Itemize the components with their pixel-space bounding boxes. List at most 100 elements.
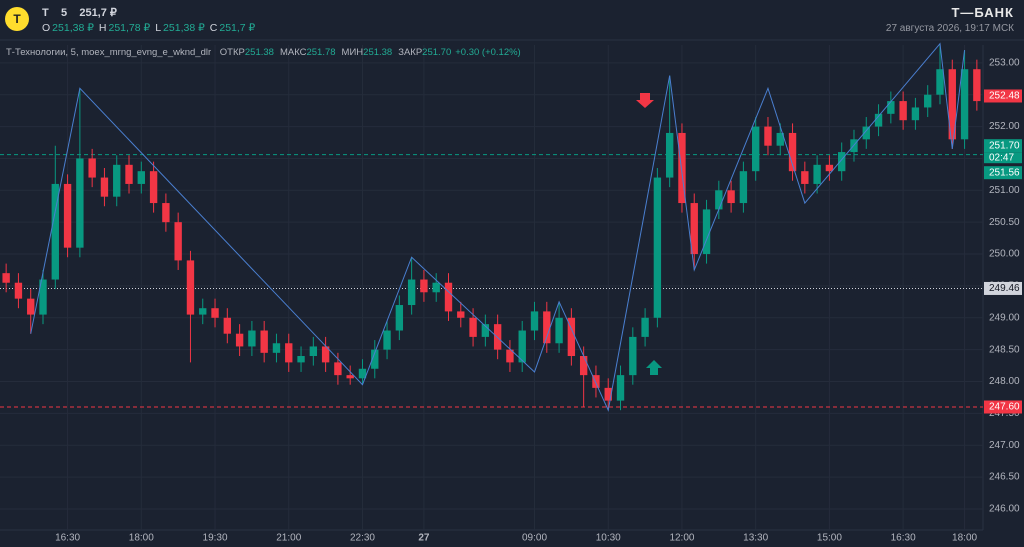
candle-body [334,362,342,376]
candle-body [63,183,72,248]
candle-body [457,311,465,318]
y-tick-label: 246.00 [989,504,1020,515]
candle-body [887,101,895,114]
x-tick-label: 21:00 [276,533,301,544]
ohlc-key: H [98,22,107,34]
candle-body [813,164,821,184]
candle-body [149,171,158,204]
candle-body [39,279,47,315]
candle-body [665,132,674,178]
candle-body [346,375,354,379]
stat-key: МИН [341,47,364,58]
ohlc-value: 251,7 ₽ [219,22,256,34]
stat-value: 251.70 [422,47,452,58]
instrument: Т-Технологии, 5, moex_mrng_evng_e_wknd_d… [6,47,212,58]
candle-body [727,190,735,204]
brand: Т—БАНК [951,5,1014,20]
candle-body [113,164,121,197]
y-tick-label: 247.50 [989,408,1020,419]
y-tick-label: 253.00 [989,57,1020,68]
candle-body [481,324,490,337]
price-label-box [984,139,1022,153]
candle-body [579,356,588,376]
price-label-box [984,89,1022,103]
candle-body [715,190,723,210]
candle-body [199,308,207,315]
y-tick-label: 248.50 [989,344,1020,355]
countdown: 02:47 [989,152,1014,163]
y-tick-label: 251.00 [989,185,1020,196]
candle-body [260,330,268,353]
datetime: 27 августа 2026, 19:17 МСК [885,23,1014,34]
x-tick-label: 18:00 [129,533,154,544]
stat-value: 251.38 [363,47,393,58]
candle-body [653,177,662,318]
price-label: 249.46 [989,283,1020,294]
price-label-box [984,166,1022,180]
candle-body [309,346,318,357]
ohlc-value: 251,38 ₽ [163,22,205,34]
candle-body [936,69,944,95]
x-tick-label: 12:00 [669,533,694,544]
ohlc-key: O [42,22,51,34]
candle-body [567,317,576,357]
x-tick-label: 10:30 [596,533,621,544]
x-tick-label: 16:30 [891,533,916,544]
candle-body [14,282,23,299]
change: +0.30 (+0.12%) [455,47,521,58]
x-tick-label: 19:30 [203,533,228,544]
candle-body [616,375,625,401]
x-tick-label: 13:30 [743,533,768,544]
x-tick-label: 09:00 [522,533,547,544]
stat-value: 251.78 [306,47,336,58]
candle-body [321,346,330,363]
candle-body [555,317,563,344]
candle-body [911,107,920,121]
candle-body [186,260,195,315]
plot: 246.00 246.50 247.00 247.50 248.00 248.50 249.… [0,42,1022,544]
candle-body [924,94,932,108]
candle-body [506,349,514,363]
candle-body [223,317,232,334]
candle-body [739,171,748,204]
logo [5,7,29,31]
candle-body [2,273,10,283]
y-tick-label: 250.00 [989,249,1020,260]
candle-body [788,132,797,172]
y-tick-label: 252.00 [989,121,1020,132]
candle-body [543,311,551,344]
candle-body [444,282,453,312]
candle-body [960,69,969,140]
price-label: 247.60 [989,402,1020,413]
price-label: 252.48 [989,91,1020,102]
candle-body [776,132,784,146]
candle-body [641,317,649,337]
ohlc-row: O 251,38 ₽ H 251,78 ₽ L 251,38 ₽ C 251,7 ₽ [42,22,255,34]
stat-key: МАКС [279,47,307,58]
y-tick-label: 246.50 [989,472,1020,483]
candle-body [629,336,637,376]
candle-body [862,126,870,140]
zigzag-line [30,42,966,412]
candle-body [235,333,244,347]
instrument-info: Т-Технологии, 5, moex_mrng_evng_e_wknd_d… [6,47,521,58]
candle-body [285,343,293,363]
candle-body [702,209,711,255]
candle-body [899,101,907,121]
candle-body [358,368,367,379]
price-label-box [984,400,1022,414]
candle-body [874,113,883,127]
price-label: 251.70 [989,140,1020,151]
candle-body [297,356,305,363]
candle-body [838,152,846,172]
candle-body [825,164,834,172]
candle-body [420,279,428,293]
stat-key: ЗАКР [398,47,423,58]
candle-body [678,132,686,204]
candle-body [248,330,256,347]
x-tick-label: 16:30 [55,533,80,544]
sell-signal [636,93,654,108]
